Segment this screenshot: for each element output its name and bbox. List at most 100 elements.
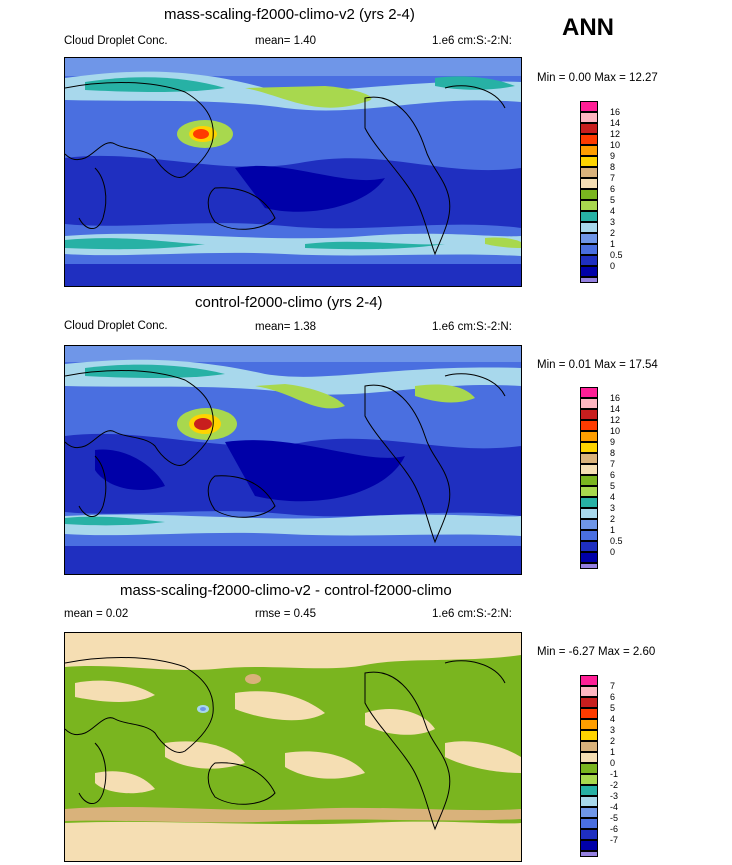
colorbar-tick-label: 7 <box>610 681 616 691</box>
panel-1-title: mass-scaling-f2000-climo-v2 (yrs 2-4) <box>164 6 415 23</box>
colorbar-tick-label: 2 <box>610 514 616 524</box>
colorbar-box <box>580 420 598 431</box>
colorbar-box <box>580 541 598 552</box>
colorbar-tick-label: 4 <box>610 206 616 216</box>
panel-2-variable-label: Cloud Droplet Conc. <box>64 320 168 332</box>
panel-2-map <box>64 345 522 575</box>
colorbar-box <box>580 222 598 233</box>
colorbar-box <box>580 774 598 785</box>
colorbar-box <box>580 807 598 818</box>
colorbar-tick-label: -6 <box>610 824 619 834</box>
colorbar-box <box>580 145 598 156</box>
colorbar-box <box>580 686 598 697</box>
colorbar-tick-label: 1 <box>610 239 616 249</box>
colorbar-box <box>580 840 598 851</box>
colorbar-box <box>580 508 598 519</box>
colorbar-box <box>580 796 598 807</box>
colorbar-box <box>580 101 598 112</box>
colorbar-box <box>580 475 598 486</box>
colorbar-tick-label: 8 <box>610 448 616 458</box>
panel-3-title: mass-scaling-f2000-climo-v2 - control-f2… <box>120 582 452 599</box>
colorbar-tick-label: -7 <box>610 835 619 845</box>
panel-3-units: 1.e6 cm:S:-2:N: <box>432 608 512 620</box>
colorbar-box <box>580 134 598 145</box>
colorbar-box <box>580 266 598 277</box>
colorbar-box <box>580 818 598 829</box>
colorbar-tick-label: 2 <box>610 736 616 746</box>
colorbar-box <box>580 552 598 563</box>
colorbar-tick-label: 6 <box>610 184 616 194</box>
colorbar-box <box>580 486 598 497</box>
season-label: ANN <box>562 14 614 41</box>
panel-2-minmax: Min = 0.01 Max = 17.54 <box>537 359 658 371</box>
colorbar-tick-label: 2 <box>610 228 616 238</box>
colorbar-box <box>580 189 598 200</box>
colorbar-box <box>580 387 598 398</box>
colorbar-box <box>580 211 598 222</box>
colorbar-box <box>580 785 598 796</box>
colorbar-tick-label: 0 <box>610 758 616 768</box>
panel-1-colorbar <box>580 101 598 283</box>
colorbar-box <box>580 453 598 464</box>
colorbar-box <box>580 277 598 283</box>
colorbar-tick-label: 0 <box>610 547 616 557</box>
colorbar-tick-label: -4 <box>610 802 619 812</box>
colorbar-tick-label: 16 <box>610 393 621 403</box>
colorbar-tick-label: 1 <box>610 525 616 535</box>
panel-1-mean: mean= 1.40 <box>255 35 317 47</box>
panel-3-mean: mean = 0.02 <box>64 608 129 620</box>
colorbar-tick-label: 4 <box>610 714 616 724</box>
colorbar-box <box>580 178 598 189</box>
colorbar-tick-label: 5 <box>610 195 616 205</box>
colorbar-box <box>580 431 598 442</box>
colorbar-tick-label: 5 <box>610 703 616 713</box>
panel-3-minmax: Min = -6.27 Max = 2.60 <box>537 646 656 658</box>
colorbar-box <box>580 697 598 708</box>
colorbar-tick-label: 3 <box>610 503 616 513</box>
colorbar-box <box>580 167 598 178</box>
colorbar-tick-label: 1 <box>610 747 616 757</box>
colorbar-tick-label: 3 <box>610 217 616 227</box>
colorbar-tick-label: -5 <box>610 813 619 823</box>
colorbar-tick-label: 0 <box>610 261 616 271</box>
panel-2-mean: mean= 1.38 <box>255 321 317 333</box>
colorbar-tick-label: 10 <box>610 140 621 150</box>
colorbar-tick-label: 12 <box>610 129 621 139</box>
colorbar-box <box>580 530 598 541</box>
colorbar-tick-label: 14 <box>610 118 621 128</box>
panel-1-units: 1.e6 cm:S:-2:N: <box>432 35 512 47</box>
colorbar-tick-label: 0.5 <box>610 536 623 546</box>
colorbar-tick-label: 4 <box>610 492 616 502</box>
panel-2-colorbar <box>580 387 598 569</box>
colorbar-tick-label: 6 <box>610 470 616 480</box>
colorbar-box <box>580 244 598 255</box>
colorbar-tick-label: 14 <box>610 404 621 414</box>
colorbar-tick-label: 6 <box>610 692 616 702</box>
colorbar-tick-label: 0.5 <box>610 250 623 260</box>
colorbar-box <box>580 497 598 508</box>
colorbar-box <box>580 719 598 730</box>
colorbar-box <box>580 255 598 266</box>
colorbar-tick-label: 16 <box>610 107 621 117</box>
colorbar-box <box>580 112 598 123</box>
panel-1-minmax: Min = 0.00 Max = 12.27 <box>537 72 658 84</box>
colorbar-tick-label: 10 <box>610 426 621 436</box>
colorbar-box <box>580 741 598 752</box>
colorbar-tick-label: 12 <box>610 415 621 425</box>
colorbar-box <box>580 675 598 686</box>
colorbar-box <box>580 730 598 741</box>
panel-1-map <box>64 57 522 287</box>
colorbar-box <box>580 763 598 774</box>
colorbar-box <box>580 123 598 134</box>
colorbar-tick-label: 7 <box>610 459 616 469</box>
colorbar-box <box>580 752 598 763</box>
colorbar-tick-label: 3 <box>610 725 616 735</box>
colorbar-box <box>580 563 598 569</box>
colorbar-tick-label: 9 <box>610 437 616 447</box>
colorbar-tick-label: 8 <box>610 162 616 172</box>
panel-3-colorbar <box>580 675 598 857</box>
colorbar-box <box>580 464 598 475</box>
colorbar-tick-label: -3 <box>610 791 619 801</box>
colorbar-box <box>580 442 598 453</box>
colorbar-tick-label: 7 <box>610 173 616 183</box>
